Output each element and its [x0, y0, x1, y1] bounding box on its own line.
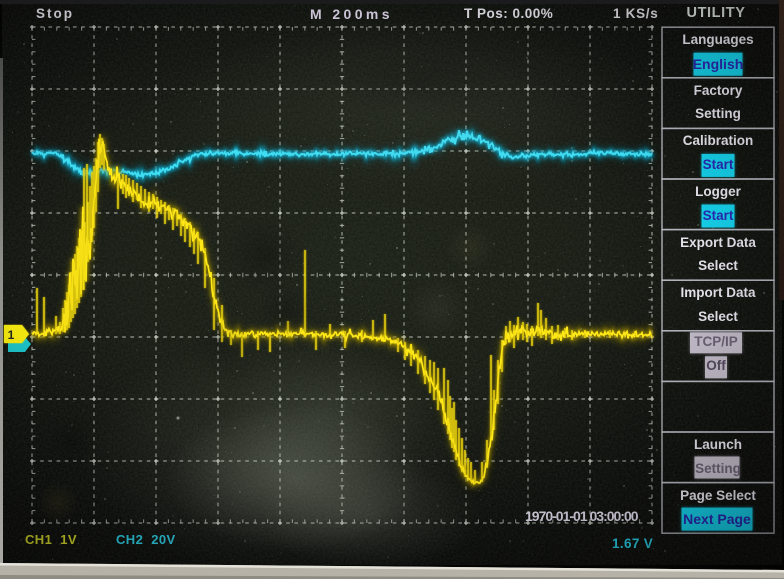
svg-text:1: 1	[8, 328, 15, 342]
